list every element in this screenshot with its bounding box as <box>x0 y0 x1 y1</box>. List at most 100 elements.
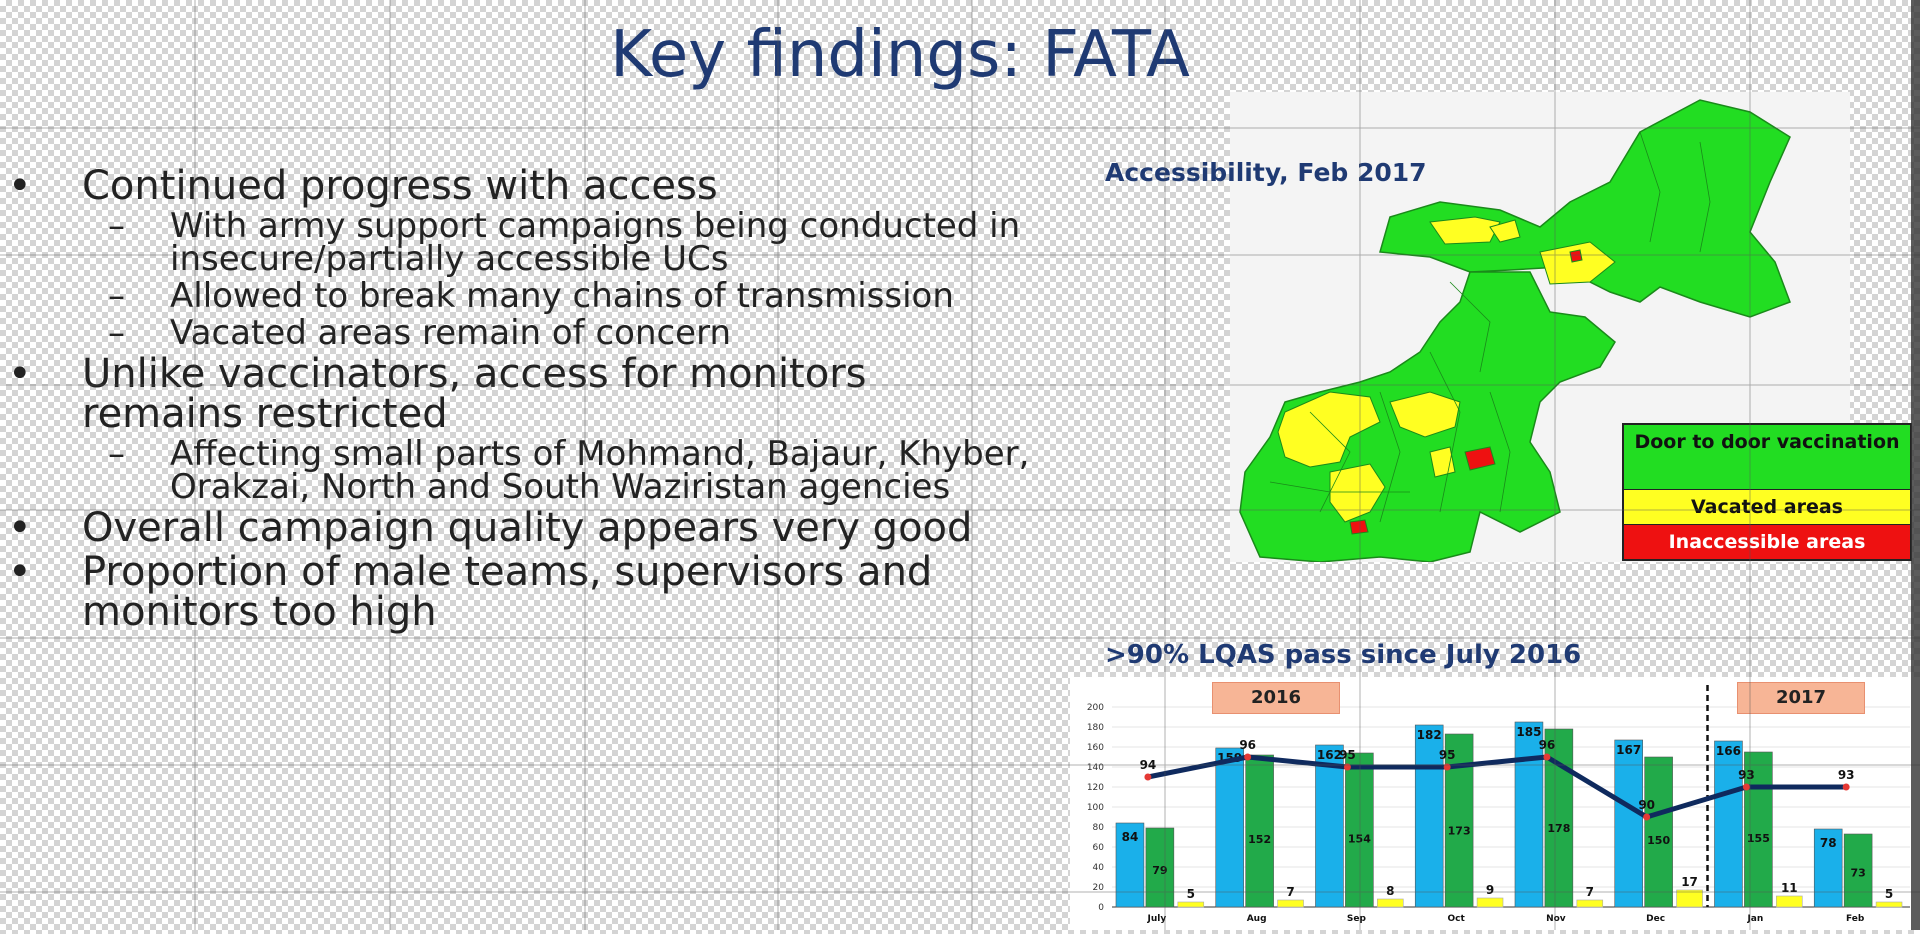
pass-rate-label: 95 <box>1439 748 1456 762</box>
bar-yellow <box>1277 899 1304 908</box>
pass-rate-point <box>1643 813 1651 821</box>
bar-yellow <box>1576 899 1604 908</box>
year-badge-2017: 2017 <box>1737 682 1865 714</box>
map-region-red-1 <box>1464 446 1496 471</box>
bar-blue-label: 162 <box>1317 748 1342 762</box>
map-region-yellow-south-1 <box>1277 391 1381 468</box>
x-tick-label: Aug <box>1247 914 1267 924</box>
pass-rate-label: 96 <box>1239 738 1256 752</box>
x-tick-label: Jan <box>1746 914 1763 924</box>
y-tick-label: 40 <box>1093 863 1105 873</box>
map-region-yellow-south-4 <box>1429 446 1456 478</box>
bar-green <box>1644 756 1673 908</box>
x-tick-label: Oct <box>1447 914 1465 924</box>
bar-green-label: 152 <box>1248 833 1271 846</box>
map-region-yellow-south-2 <box>1389 391 1461 438</box>
bar-yellow-label: 17 <box>1681 875 1698 889</box>
bullet-dot: • <box>8 549 32 595</box>
bar-blue <box>1315 744 1344 908</box>
bar-blue-label: 185 <box>1516 725 1541 739</box>
bar-green-label: 154 <box>1348 832 1371 845</box>
bar-green <box>1145 827 1175 908</box>
sub-bullet-item: – Allowed to break many chains of transmi… <box>0 276 1030 316</box>
legend-door-to-door: Door to door vaccination <box>1624 425 1910 489</box>
pass-rate-point <box>1244 753 1252 761</box>
bar-yellow <box>1377 898 1404 908</box>
x-tick-label: Feb <box>1846 914 1865 924</box>
x-tick-label: Sep <box>1347 914 1367 924</box>
lqas-chart-svg: 02040608010012014016018020084795July1591… <box>1087 685 1910 924</box>
pass-rate-point <box>1543 753 1551 761</box>
fata-map <box>1239 99 1791 563</box>
bar-yellow <box>1177 901 1205 908</box>
map-region-red-3 <box>1569 249 1583 263</box>
pass-rate-point <box>1443 763 1451 771</box>
pass-rate-point <box>1842 783 1850 791</box>
bar-green <box>1245 754 1274 908</box>
sub-bullet-text: Vacated areas remain of concern <box>170 313 732 353</box>
bullet-list: • Continued progress with access – With arm… <box>0 160 1030 632</box>
lqas-chart: 0 20 40 60 80 100 120 140 160 180 200 84 79 5 July 159 1… <box>1070 677 1920 930</box>
bar-yellow-label: 8 <box>1386 884 1394 898</box>
x-tick-label: July <box>1147 914 1167 924</box>
y-tick-label: 160 <box>1087 743 1104 753</box>
map-region-yellow-south-3 <box>1329 463 1386 523</box>
y-tick-label: 80 <box>1093 823 1105 833</box>
bar-yellow <box>1776 895 1803 908</box>
y-tick-label: 100 <box>1087 803 1104 813</box>
bar-blue <box>1514 721 1544 908</box>
sub-bullet-item: – Vacated areas remain of concern <box>0 316 1030 350</box>
bar-yellow-label: 7 <box>1586 885 1594 899</box>
map-legend: Door to door vaccination Vacated areas I… <box>1622 423 1912 561</box>
bar-yellow <box>1476 897 1504 908</box>
bar-yellow-label: 5 <box>1885 887 1893 901</box>
sub-bullet-item: – Affecting small parts of Mohmand, Bajau… <box>0 434 1030 504</box>
bar-yellow <box>1875 901 1903 908</box>
bar-green <box>1345 752 1374 908</box>
sub-bullet-text: With army support campaigns being conduc… <box>170 206 1021 279</box>
sub-bullet-dash: – <box>108 276 125 316</box>
bar-blue-label: 166 <box>1716 744 1741 758</box>
map-region-yellow-north-3 <box>1489 219 1521 243</box>
bar-blue-label: 78 <box>1820 836 1837 850</box>
bullet-dot: • <box>8 505 32 551</box>
bullet-text: Overall campaign quality appears very go… <box>82 505 973 551</box>
bullet-text: Unlike vaccinators, access for monitors … <box>82 351 867 437</box>
x-tick-label: Nov <box>1546 914 1566 924</box>
legend-inaccessible: Inaccessible areas <box>1624 524 1910 559</box>
bar-yellow-label: 9 <box>1486 883 1494 897</box>
bar-yellow-label: 11 <box>1781 881 1798 895</box>
y-tick-label: 180 <box>1087 723 1104 733</box>
bar-green-label: 79 <box>1152 864 1167 877</box>
y-tick-label: 60 <box>1093 843 1105 853</box>
pass-rate-label: 90 <box>1638 798 1655 812</box>
bullet-dot: • <box>8 163 32 209</box>
sub-bullet-item: – With army support campaigns being condu… <box>0 206 1030 276</box>
bar-green-label: 155 <box>1747 832 1770 845</box>
bar-blue <box>1215 747 1244 908</box>
sub-bullet-dash: – <box>108 434 125 474</box>
map-area <box>1230 92 1850 563</box>
bar-green-label: 173 <box>1448 824 1471 837</box>
map-title: Accessibility, Feb 2017 <box>1105 158 1427 187</box>
x-tick-label: Dec <box>1646 914 1665 924</box>
bar-blue <box>1714 740 1743 908</box>
bar-blue <box>1414 724 1444 908</box>
bullet-item: • Overall campaign quality appears very g… <box>0 508 1030 548</box>
pass-rate-label: 94 <box>1140 758 1157 772</box>
bar-blue-label: 182 <box>1417 728 1442 742</box>
sub-bullet-dash: – <box>108 206 125 246</box>
bar-green-label: 178 <box>1547 822 1570 835</box>
sub-bullet-text: Allowed to break many chains of transmis… <box>170 276 954 316</box>
y-tick-label: 200 <box>1087 703 1104 713</box>
bullet-dot: • <box>8 351 32 397</box>
pass-rate-label: 95 <box>1339 748 1356 762</box>
pass-rate-label: 93 <box>1738 768 1755 782</box>
pass-rate-line <box>1147 754 1847 820</box>
bar-green <box>1744 751 1773 908</box>
y-tick-label: 140 <box>1087 763 1104 773</box>
y-tick-label: 0 <box>1098 903 1104 913</box>
legend-vacated: Vacated areas <box>1624 489 1910 524</box>
bullet-text: Continued progress with access <box>82 163 718 209</box>
bar-blue <box>1614 739 1643 908</box>
